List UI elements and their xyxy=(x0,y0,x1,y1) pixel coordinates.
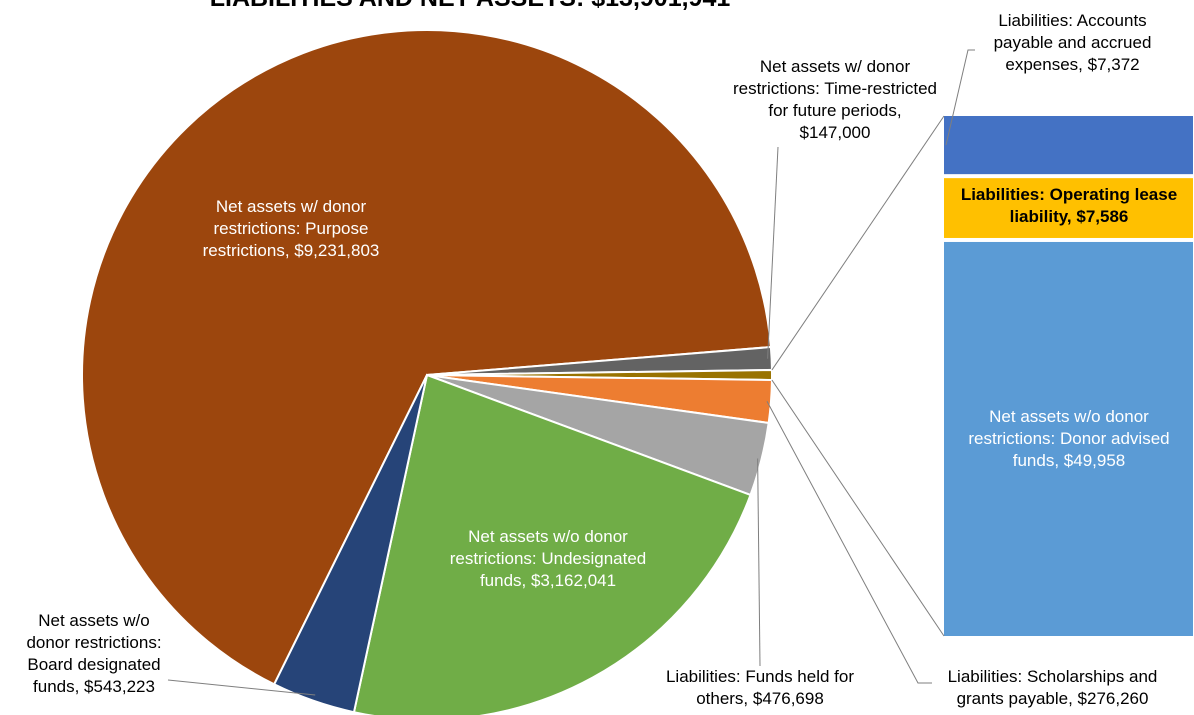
leader-line-accounts-payable xyxy=(945,49,975,146)
label-donor-advised-funds: Net assets w/o donor restrictions: Donor… xyxy=(968,407,1170,470)
label-funds-held-for-others: Liabilities: Funds held for others, $476… xyxy=(665,667,855,708)
label-board-designated: Net assets w/o donor restrictions: Board… xyxy=(26,611,162,696)
leader-line-scholarships xyxy=(766,401,932,684)
label-accounts-payable: Liabilities: Accounts payable and accrue… xyxy=(993,11,1152,74)
label-scholarships-payable: Liabilities: Scholarships and grants pay… xyxy=(947,667,1158,708)
bar-segment-accounts-payable xyxy=(944,116,1193,175)
pie-slice-board xyxy=(272,374,428,714)
series-connector-top xyxy=(771,115,945,371)
pie-slice-undesignated xyxy=(352,373,752,715)
label-purpose-restrictions: Net assets w/ donor restrictions: Purpos… xyxy=(202,197,380,260)
leader-line-board-designated xyxy=(167,679,316,696)
pie-slice-purpose xyxy=(81,29,772,686)
series-connector-bottom xyxy=(771,379,945,637)
label-time-restricted: Net assets w/ donor restrictions: Time-r… xyxy=(732,57,938,142)
label-operating-lease: Liabilities: Operating lease liability, … xyxy=(960,185,1178,226)
leader-line-time-restricted xyxy=(767,146,779,359)
bar-segment-donor-advised xyxy=(944,241,1193,637)
chart-title: LIABILITIES AND NET ASSETS: $13,901,941 xyxy=(150,0,790,13)
leader-line-funds-held xyxy=(757,458,761,667)
label-undesignated-funds: Net assets w/o donor restrictions: Undes… xyxy=(449,527,647,590)
bar-segment-lease xyxy=(944,178,1193,238)
